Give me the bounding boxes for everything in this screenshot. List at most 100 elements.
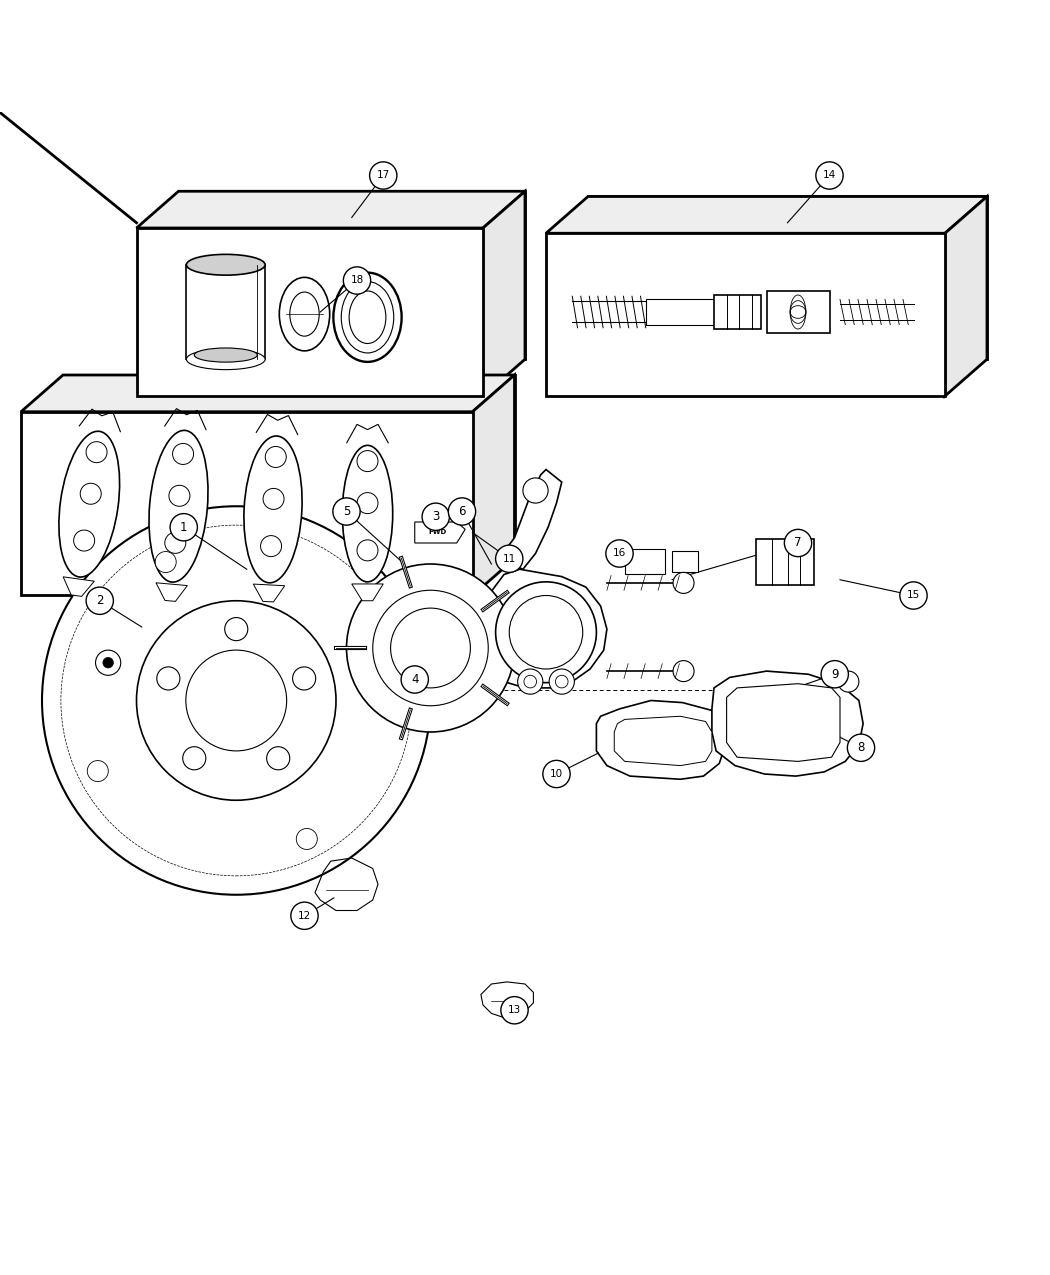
Circle shape [357,450,378,472]
Circle shape [357,539,378,561]
Text: 1: 1 [180,520,188,534]
Polygon shape [483,191,525,397]
Circle shape [343,266,371,295]
Circle shape [821,660,848,689]
Circle shape [422,504,449,530]
Text: 3: 3 [432,510,440,523]
Circle shape [448,497,476,525]
Ellipse shape [341,282,394,353]
Ellipse shape [149,431,208,583]
Polygon shape [546,233,945,397]
Polygon shape [712,671,863,776]
Circle shape [155,552,176,572]
Text: FWD: FWD [428,529,447,536]
Text: 5: 5 [342,505,351,518]
Circle shape [370,162,397,189]
Circle shape [524,676,537,688]
Text: 15: 15 [907,590,920,601]
Ellipse shape [59,431,120,578]
Circle shape [156,667,180,690]
Text: 17: 17 [377,171,390,181]
Circle shape [225,617,248,640]
Text: 7: 7 [794,537,802,550]
Circle shape [518,669,543,694]
Polygon shape [481,982,533,1019]
Polygon shape [596,700,724,779]
Polygon shape [499,469,562,569]
Circle shape [293,667,316,690]
Polygon shape [945,196,987,397]
Polygon shape [766,291,830,333]
Ellipse shape [187,349,265,370]
Text: 16: 16 [613,548,626,558]
Circle shape [264,488,285,510]
Circle shape [291,903,318,929]
Circle shape [357,492,378,514]
Circle shape [165,533,186,553]
Circle shape [496,581,596,682]
Circle shape [169,486,190,506]
Circle shape [816,162,843,189]
Circle shape [784,529,812,557]
Circle shape [172,444,193,464]
Circle shape [549,669,574,694]
Polygon shape [415,521,465,543]
Circle shape [170,514,197,541]
Polygon shape [472,375,514,595]
Circle shape [523,478,548,504]
Polygon shape [481,569,607,688]
Circle shape [509,595,583,669]
Text: 18: 18 [351,275,363,286]
Polygon shape [63,576,94,597]
Ellipse shape [349,291,386,343]
Ellipse shape [194,348,257,362]
Text: 4: 4 [411,673,419,686]
Circle shape [42,506,430,895]
Text: 8: 8 [857,741,865,755]
Ellipse shape [342,445,393,581]
Circle shape [364,620,385,640]
Circle shape [391,608,470,688]
Polygon shape [614,717,712,765]
Ellipse shape [187,254,265,275]
Circle shape [346,564,514,732]
Ellipse shape [279,278,330,351]
Text: 10: 10 [550,769,563,779]
Circle shape [86,586,113,615]
Polygon shape [352,584,383,601]
Circle shape [673,660,694,682]
Polygon shape [21,375,514,412]
Polygon shape [136,228,483,397]
Circle shape [501,997,528,1024]
Ellipse shape [334,273,401,362]
Circle shape [103,658,113,668]
Text: 2: 2 [96,594,104,607]
Polygon shape [253,584,285,602]
Polygon shape [756,539,814,585]
Polygon shape [136,191,525,228]
Polygon shape [588,196,987,360]
Polygon shape [727,683,840,761]
Text: 6: 6 [458,505,466,518]
Circle shape [673,572,694,593]
Circle shape [900,581,927,609]
Text: 9: 9 [831,668,839,681]
Polygon shape [625,550,665,575]
Circle shape [260,536,281,557]
Circle shape [555,676,568,688]
Polygon shape [714,296,761,329]
Circle shape [847,734,875,761]
Polygon shape [178,191,525,360]
Text: 12: 12 [298,910,311,921]
Circle shape [96,650,121,676]
Circle shape [86,441,107,463]
Circle shape [401,666,428,694]
Circle shape [333,497,360,525]
Ellipse shape [244,436,302,583]
Circle shape [296,829,317,849]
Circle shape [838,671,859,692]
Polygon shape [156,583,187,602]
Circle shape [266,446,287,468]
Polygon shape [646,300,714,325]
Circle shape [136,601,336,801]
